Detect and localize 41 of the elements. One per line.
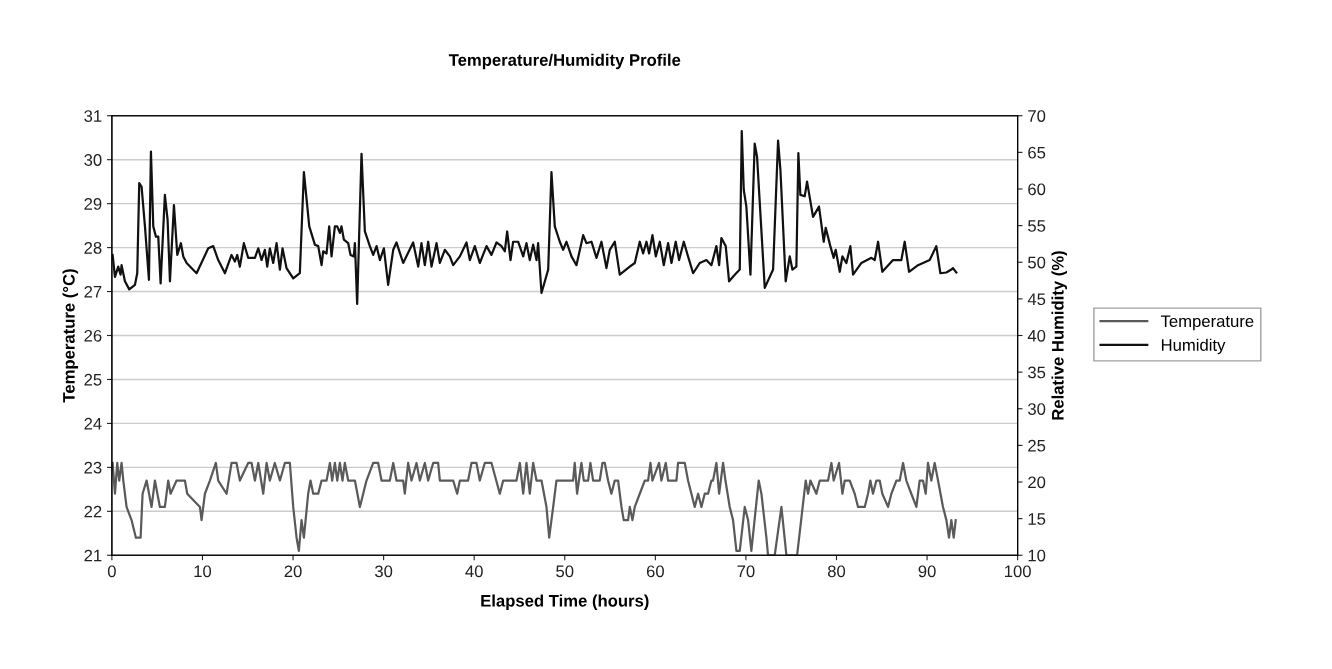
y-tick-label: 22 (84, 505, 102, 518)
y2-axis-title: Relative Humidity (%) (1051, 251, 1067, 420)
y2-tick-label: 15 (1028, 513, 1046, 525)
x-tick-label: 100 (1005, 565, 1031, 578)
y2-tick-label: 20 (1028, 476, 1046, 489)
y-tick-label: 27 (84, 285, 102, 298)
y-tick-label: 26 (84, 329, 102, 342)
y2-tick-label: 55 (1028, 220, 1046, 232)
y-tick-label: 29 (84, 198, 102, 210)
y-tick-label: 30 (84, 154, 102, 166)
x-tick-label: 60 (646, 565, 664, 578)
y-axis-title: Temperature (°C) (62, 269, 79, 403)
y2-tick-label: 50 (1028, 256, 1046, 269)
y2-tick-label: 70 (1028, 110, 1046, 122)
x-tick-label: 70 (737, 565, 755, 578)
legend-label: Humidity (1161, 338, 1226, 355)
x-axis-title: Elapsed Time (hours) (481, 594, 649, 610)
x-tick-label: 30 (374, 565, 393, 578)
y2-tick-label: 10 (1028, 549, 1046, 562)
y-tick-label: 25 (84, 373, 102, 386)
x-tick-label: 90 (918, 565, 936, 578)
x-tick-label: 40 (465, 565, 483, 578)
y2-tick-label: 40 (1027, 329, 1046, 342)
x-tick-label: 20 (284, 565, 302, 578)
y-tick-label: 24 (84, 417, 102, 430)
y-tick-label: 21 (84, 549, 102, 562)
y2-tick-label: 45 (1027, 293, 1046, 306)
x-tick-label: 0 (107, 565, 116, 578)
legend-label: Temperature (1160, 315, 1254, 331)
y2-tick-label: 65 (1028, 146, 1046, 159)
x-tick-label: 80 (827, 565, 846, 578)
x-tick-label: 50 (556, 565, 574, 578)
y2-tick-label: 35 (1028, 366, 1046, 379)
y-tick-label: 31 (84, 110, 102, 122)
y-tick-label: 28 (84, 242, 102, 254)
y2-tick-label: 60 (1028, 183, 1046, 196)
x-tick-label: 10 (194, 565, 212, 578)
y2-tick-label: 25 (1028, 439, 1046, 452)
y2-tick-label: 30 (1028, 403, 1046, 415)
chart-title: Temperature/Humidity Profile (448, 53, 681, 70)
y-tick-label: 23 (84, 461, 102, 474)
